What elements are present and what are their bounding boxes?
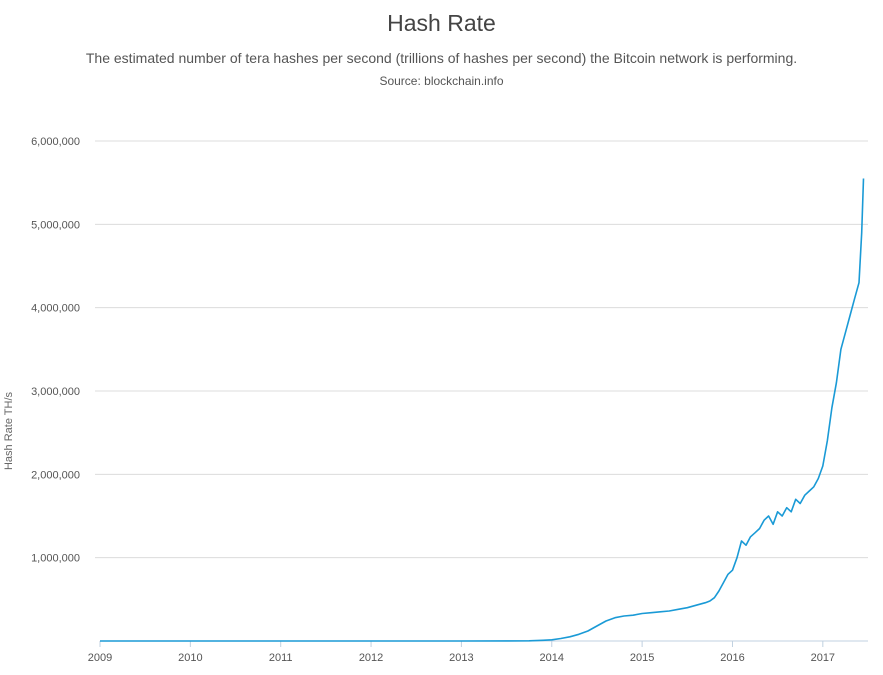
y-tick-label: 6,000,000 xyxy=(31,136,80,148)
x-tick-label: 2012 xyxy=(359,652,383,664)
y-tick-label: 2,000,000 xyxy=(31,469,80,481)
x-tick-label: 2015 xyxy=(630,652,654,664)
x-tick-label: 2010 xyxy=(178,652,202,664)
chart-source: Source: blockchain.info xyxy=(379,74,504,88)
x-tick-label: 2013 xyxy=(449,652,473,664)
x-tick-label: 2017 xyxy=(811,652,835,664)
y-tick-label: 1,000,000 xyxy=(31,553,80,565)
grid-lines xyxy=(95,140,868,559)
y-axis-label: Hash Rate TH/s xyxy=(3,391,15,470)
y-axis-ticks: 1,000,000 2,000,000 3,000,000 4,000,000 5,00… xyxy=(31,136,80,565)
chart-title: Hash Rate xyxy=(387,10,496,36)
y-tick-label: 5,000,000 xyxy=(31,219,80,231)
x-axis-ticks: 2009 2010 2011 2012 2013 2014 2015 2016 2017 xyxy=(88,641,835,664)
x-tick-label: 2014 xyxy=(540,652,564,664)
chart-subtitle: The estimated number of tera hashes per … xyxy=(85,50,798,66)
y-tick-label: 4,000,000 xyxy=(31,303,80,315)
hash-rate-series-line xyxy=(100,178,865,642)
y-tick-label: 3,000,000 xyxy=(31,386,80,398)
x-tick-label: 2016 xyxy=(720,652,744,664)
x-tick-label: 2009 xyxy=(88,652,112,664)
x-tick-label: 2011 xyxy=(269,652,293,664)
